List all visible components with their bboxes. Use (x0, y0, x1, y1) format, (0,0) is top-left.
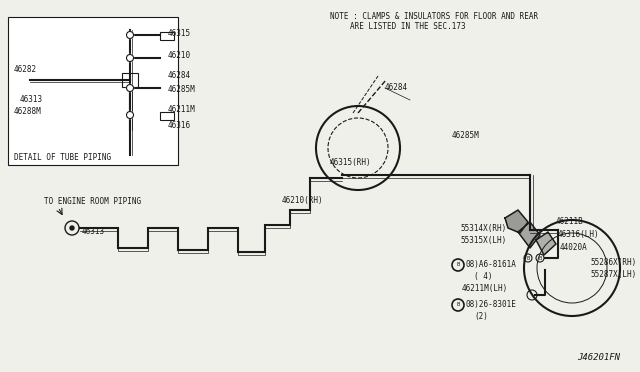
Text: B: B (456, 302, 460, 308)
Text: 08)A6-8161A: 08)A6-8161A (466, 260, 517, 269)
FancyBboxPatch shape (160, 112, 174, 120)
Text: 08)26-8301E: 08)26-8301E (466, 299, 517, 308)
Text: 46282: 46282 (14, 65, 37, 74)
Text: B: B (538, 256, 541, 260)
Text: 46315(RH): 46315(RH) (330, 157, 372, 167)
Text: 46285M: 46285M (168, 86, 196, 94)
Text: 46313: 46313 (20, 96, 43, 105)
Circle shape (70, 226, 74, 230)
Text: 46211M: 46211M (168, 106, 196, 115)
Text: J46201FN: J46201FN (577, 353, 620, 362)
Circle shape (127, 84, 134, 92)
Text: NOTE : CLAMPS & INSULATORS FOR FLOOR AND REAR: NOTE : CLAMPS & INSULATORS FOR FLOOR AND… (330, 12, 538, 21)
Polygon shape (518, 222, 540, 248)
Text: ARE LISTED IN THE SEC.173: ARE LISTED IN THE SEC.173 (350, 22, 466, 31)
FancyBboxPatch shape (8, 17, 178, 165)
Text: 46288M: 46288M (14, 108, 42, 116)
Polygon shape (505, 210, 528, 233)
Circle shape (127, 112, 134, 119)
Text: B: B (456, 263, 460, 267)
Text: 55315X(LH): 55315X(LH) (460, 235, 506, 244)
Text: 46284: 46284 (168, 71, 191, 80)
Text: ( 4): ( 4) (474, 272, 493, 280)
Text: 46285M: 46285M (452, 131, 480, 141)
Text: DETAIL OF TUBE PIPING: DETAIL OF TUBE PIPING (14, 154, 111, 163)
Text: 46316: 46316 (168, 121, 191, 129)
Text: 46210: 46210 (168, 51, 191, 61)
Text: 46211M(LH): 46211M(LH) (462, 283, 508, 292)
Text: 46313: 46313 (82, 228, 105, 237)
Text: (2): (2) (474, 311, 488, 321)
FancyBboxPatch shape (160, 32, 174, 40)
Text: 46210(RH): 46210(RH) (282, 196, 324, 205)
Text: 46316(LH): 46316(LH) (558, 230, 600, 238)
Text: 44020A: 44020A (560, 243, 588, 251)
Polygon shape (536, 232, 556, 255)
Circle shape (127, 32, 134, 38)
Text: 55287X(LH): 55287X(LH) (590, 269, 636, 279)
Circle shape (127, 55, 134, 61)
Text: B: B (526, 256, 530, 260)
Text: 46284: 46284 (385, 83, 408, 93)
Text: 46211B: 46211B (556, 218, 584, 227)
Text: 55314X(RH): 55314X(RH) (460, 224, 506, 232)
FancyBboxPatch shape (122, 73, 138, 87)
Text: 46315: 46315 (168, 29, 191, 38)
Text: 55286X(RH): 55286X(RH) (590, 257, 636, 266)
Text: TO ENGINE ROOM PIPING: TO ENGINE ROOM PIPING (44, 198, 141, 206)
